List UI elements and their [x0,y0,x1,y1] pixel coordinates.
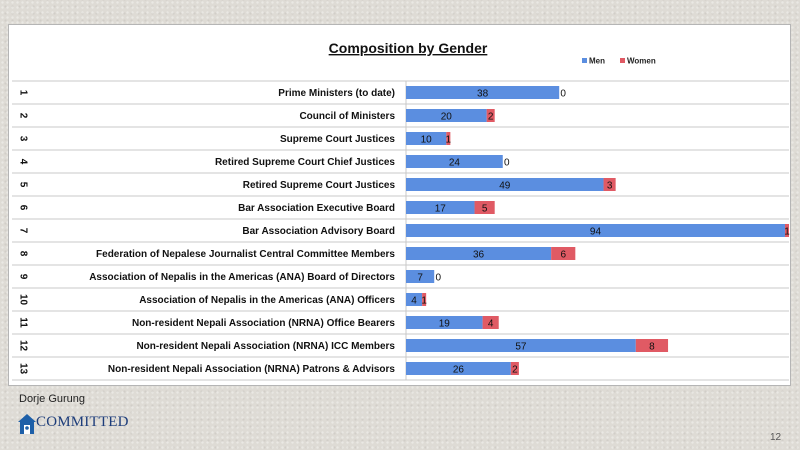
bar-men [406,224,785,237]
bar-men [406,109,487,122]
data-label-men: 19 [439,319,451,330]
data-label-men: 17 [435,204,447,215]
category-label: Council of Ministers [299,111,395,122]
category-label: Supreme Court Justices [280,134,395,145]
bar-men [406,155,503,168]
row-index-label: 9 [17,274,28,280]
data-label-women: 1 [784,227,790,238]
bar-men [406,339,636,352]
category-label: Association of Nepalis in the Americas (… [89,272,395,283]
category-label: Non-resident Nepali Association (NRNA) O… [132,318,395,329]
chart-title: Composition by Gender [329,40,488,56]
row-index-label: 10 [17,294,28,306]
bar-women [422,293,427,306]
data-label-men: 57 [515,342,527,353]
row-index-label: 2 [17,113,28,119]
data-label-women: 2 [488,112,494,123]
chart-legend: Men Women [582,57,656,66]
bar-women [486,109,495,122]
row-index-label: 3 [17,136,28,142]
bar-men [406,293,423,306]
data-label-women: 6 [560,250,566,261]
data-label-women: 0 [560,89,566,100]
bar-men [406,201,475,214]
row-index-label: 5 [17,182,28,188]
data-label-women: 0 [504,158,510,169]
row-index-label: 7 [17,228,28,234]
data-label-women: 8 [649,342,655,353]
data-label-men: 38 [477,89,489,100]
chart-panel: Composition by Gender Men Women 1 Prime Mi… [8,24,791,386]
committed-logo: COMMITTED [16,412,128,443]
bar-men [406,132,447,145]
author-name: Dorje Gurung [19,393,86,405]
data-label-men: 20 [441,112,453,123]
bar-women [551,247,576,260]
bar-women [446,132,451,145]
data-label-men: 7 [417,273,423,284]
legend-swatch-women [620,58,625,63]
row-index-label: 12 [17,340,28,352]
category-label: Prime Ministers (to date) [278,88,395,99]
row-index-label: 6 [17,205,28,211]
data-label-men: 94 [590,227,602,238]
bar-women [510,362,519,375]
logo-wordmark: COMMITTED [36,414,129,430]
row-index-label: 13 [17,363,28,375]
category-label: Federation of Nepalese Journalist Centra… [96,249,395,260]
data-label-women: 2 [512,365,518,376]
category-label: Bar Association Advisory Board [242,226,395,237]
bar-men [406,316,483,329]
data-label-men: 4 [411,296,417,307]
bar-men [406,270,435,283]
bar-men [406,247,552,260]
data-label-women: 4 [488,319,494,330]
category-label: Association of Nepalis in the Americas (… [139,295,395,306]
data-label-women: 0 [435,273,441,284]
bar-women [603,178,616,191]
legend-label-men: Men [589,57,605,66]
data-label-men: 26 [453,365,465,376]
data-label-women: 1 [421,296,427,307]
legend-label-women: Women [627,57,656,66]
data-label-women: 5 [482,204,488,215]
data-label-men: 49 [499,181,511,192]
data-label-women: 1 [446,135,452,146]
bar-men [406,86,560,99]
category-label: Bar Association Executive Board [238,203,395,214]
bar-women [482,316,499,329]
row-index-label: 8 [17,251,28,257]
bar-women [474,201,495,214]
data-label-women: 3 [607,181,613,192]
row-index-label: 4 [17,159,28,165]
data-label-men: 36 [473,250,485,261]
category-label: Non-resident Nepali Association (NRNA) I… [136,341,395,352]
category-label: Retired Supreme Court Chief Justices [215,157,395,168]
bar-women [784,224,789,237]
bar-men [406,362,511,375]
category-label: Non-resident Nepali Association (NRNA) P… [108,364,396,375]
page-number: 12 [770,432,782,443]
category-label: Retired Supreme Court Justices [243,180,396,191]
data-label-men: 10 [421,135,433,146]
bar-women [635,339,669,352]
bar-men [406,178,604,191]
gender-composition-chart: Composition by Gender Men Women 1 Prime Mi… [12,40,790,381]
data-label-men: 24 [449,158,461,169]
row-index-label: 1 [17,90,28,96]
legend-swatch-men [582,58,587,63]
house-logo-icon [18,414,36,434]
row-index-label: 11 [17,317,28,328]
